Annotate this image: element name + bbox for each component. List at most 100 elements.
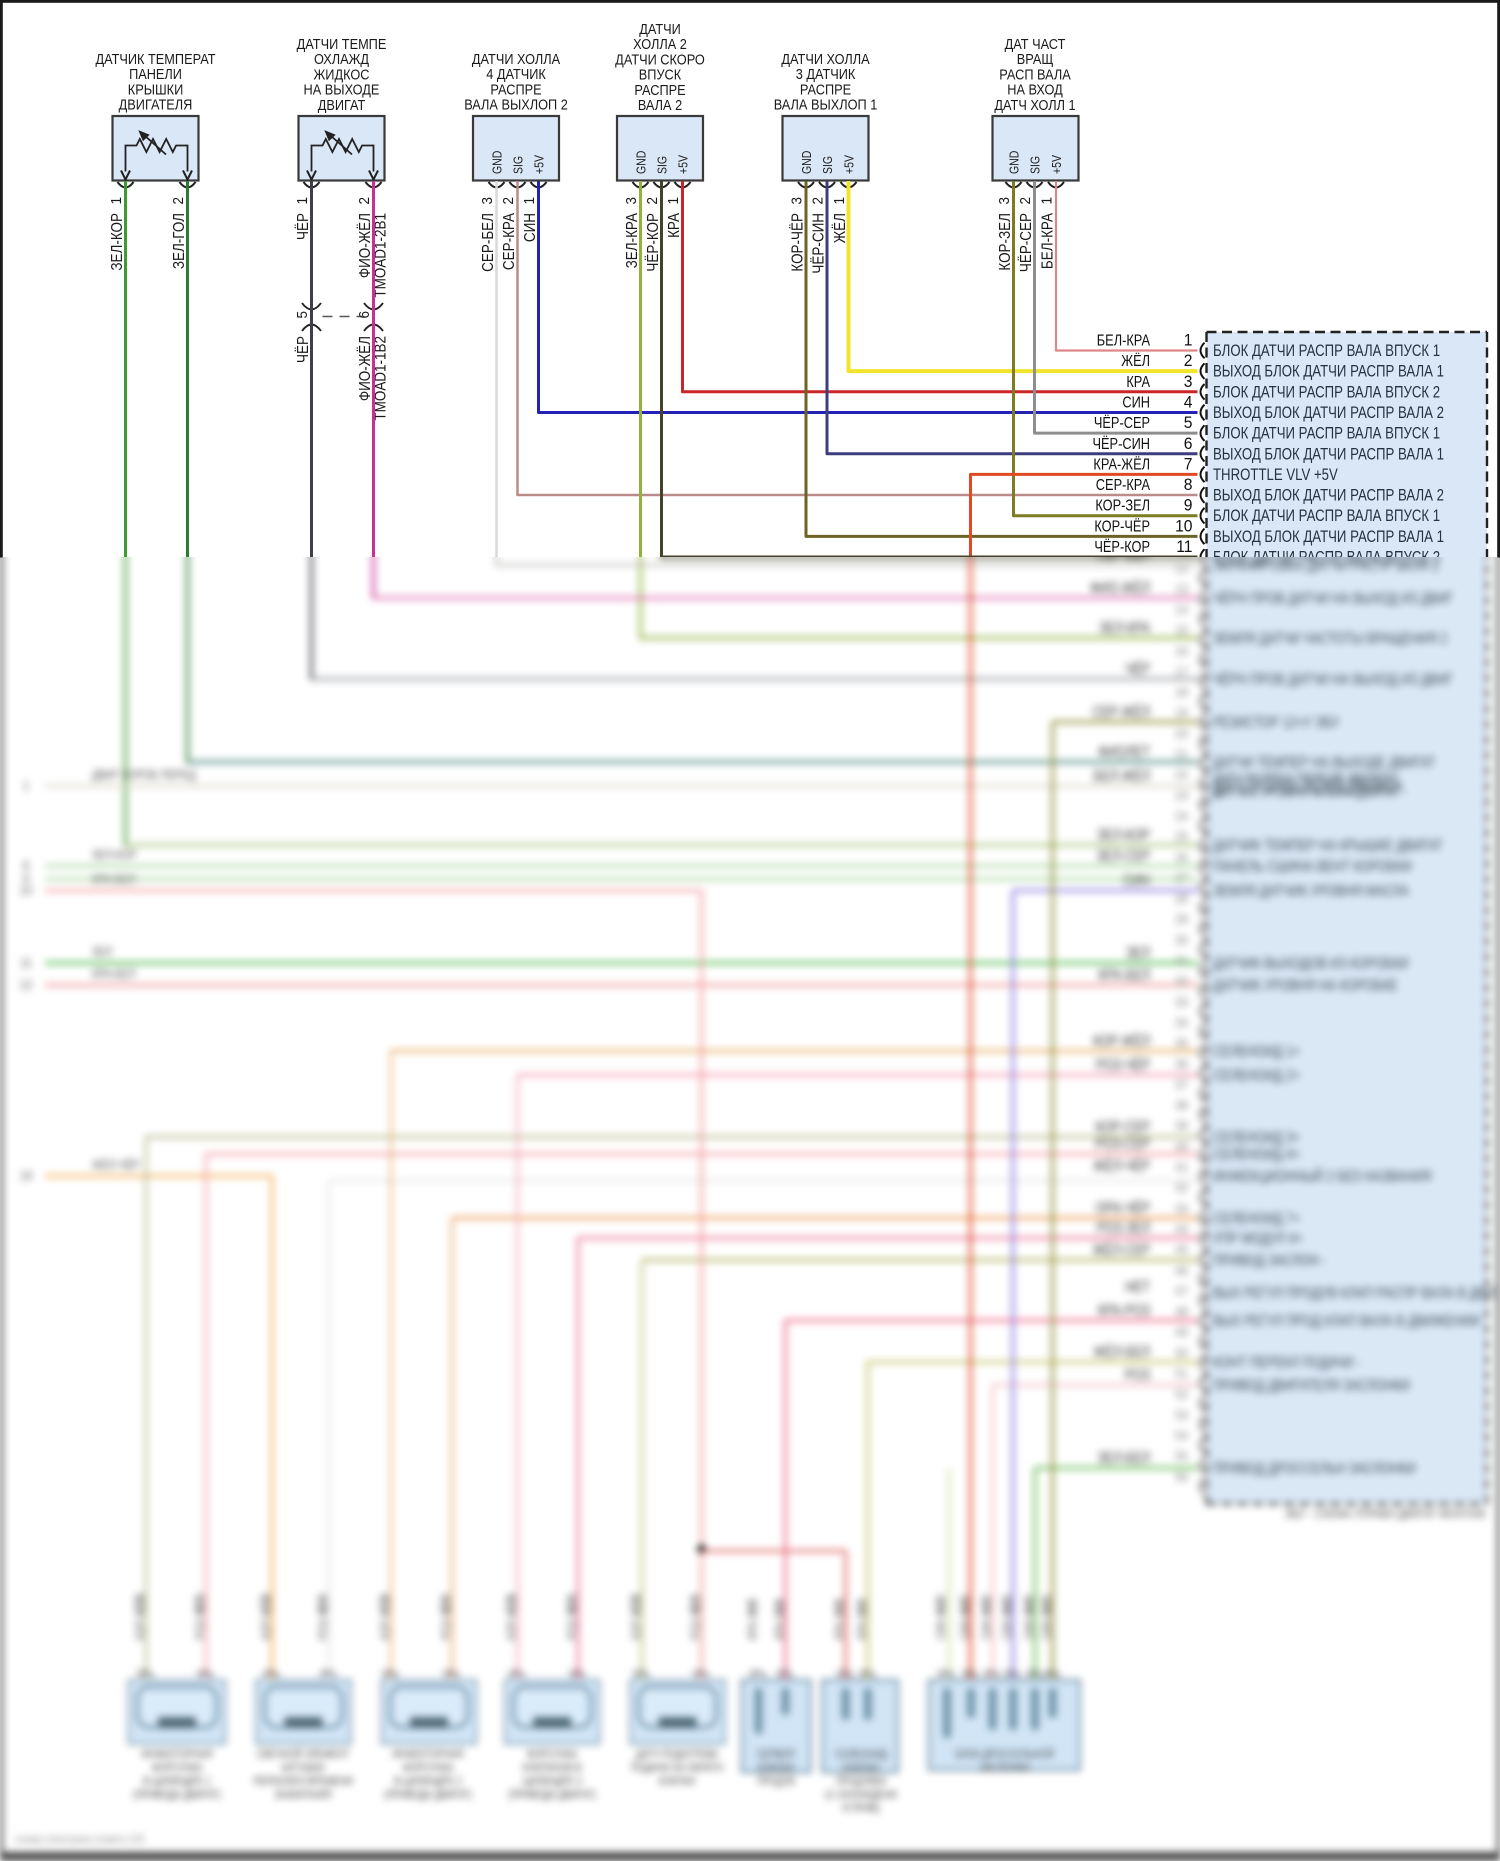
svg-text:7: 7 <box>1184 455 1193 473</box>
svg-text:ОХЛАЖД: ОХЛАЖД <box>314 51 369 67</box>
svg-text:0.5: 0.5 <box>935 1599 948 1612</box>
svg-text:КОР-ЖЁЛ: КОР-ЖЁЛ <box>630 1596 643 1640</box>
svg-text:ЖЁЛ-БЕЛ: ЖЁЛ-БЕЛ <box>1094 1343 1150 1361</box>
svg-text:ФОРСУНКА: ФОРСУНКА <box>527 1749 578 1761</box>
svg-text:11: 11 <box>20 955 32 970</box>
svg-text:53: 53 <box>1175 1408 1188 1423</box>
svg-text:38: 38 <box>1175 1098 1188 1113</box>
svg-text:1: 1 <box>506 1669 518 1675</box>
svg-text:КОР-ЧЁР: КОР-ЧЁР <box>1094 517 1150 536</box>
svg-text:2: 2 <box>1017 197 1034 205</box>
svg-text:КЛАПАНОВ В: КЛАПАНОВ В <box>523 1763 582 1775</box>
svg-text:ПРИВОД ДВИГАТЕЛЯ ЗАСЛОНКИ: ПРИВОД ДВИГАТЕЛЯ ЗАСЛОНКИ <box>1213 1376 1410 1394</box>
svg-text:ХОЛЛА 2: ХОЛЛА 2 <box>633 36 687 52</box>
svg-text:ЖЁЛ-ЧЁР: ЖЁЛ-ЧЁР <box>1093 1157 1150 1175</box>
svg-text:1: 1 <box>936 1669 948 1675</box>
svg-text:СЕР-БЕЛ: СЕР-БЕЛ <box>1096 557 1150 563</box>
svg-text:ПАНЕЛИ: ПАНЕЛИ <box>129 66 182 82</box>
svg-text:26: 26 <box>1175 850 1188 865</box>
svg-text:54: 54 <box>1175 1428 1188 1443</box>
svg-text:КРА-БЕЛ: КРА-БЕЛ <box>1098 966 1150 984</box>
svg-text:ВЫХОД БЛОК ДАТЧИ РАСПР ВАЛА 2: ВЫХОД БЛОК ДАТЧИ РАСПР ВАЛА 2 <box>1213 404 1444 423</box>
svg-text:0.35: 0.35 <box>440 1593 453 1612</box>
svg-text:37: 37 <box>1175 1077 1188 1092</box>
svg-text:ЖИДКОС: ЖИДКОС <box>314 67 370 83</box>
svg-text:5: 5 <box>1184 414 1193 432</box>
svg-text:2: 2 <box>644 197 661 205</box>
svg-text:СИН-ФИО: СИН-ФИО <box>1041 1594 1054 1640</box>
svg-text:КОНТ ПЕРЕКЛ ПОДАЧИ -: КОНТ ПЕРЕКЛ ПОДАЧИ - <box>1213 1353 1361 1371</box>
svg-text:СЕР-КРА: СЕР-КРА <box>501 213 518 270</box>
svg-text:ЭБУ - СХЕМА УПРАВЛ ДВИГАТ МОНТ: ЭБУ - СХЕМА УПРАВЛ ДВИГАТ МОНТАЖ <box>1285 1507 1487 1521</box>
svg-text:СЕР-КРА: СЕР-КРА <box>1096 477 1150 495</box>
svg-text:РОЗ-ЗЕЛ: РОЗ-ЗЕЛ <box>1097 1219 1150 1237</box>
svg-text:ДАТЧИ ХОЛЛА: ДАТЧИ ХОЛЛА <box>781 51 870 67</box>
svg-text:0.35: 0.35 <box>506 1593 519 1612</box>
svg-text:28: 28 <box>1175 891 1188 906</box>
svg-text:48: 48 <box>1175 1304 1188 1319</box>
svg-text:12: 12 <box>20 977 33 992</box>
svg-text:БЛОК ДАТЧИ РАСПР ВАЛА ВПУСК 1: БЛОК ДАТЧИ РАСПР ВАЛА ВПУСК 1 <box>1213 424 1440 443</box>
svg-text:КРА-РОЗ: КРА-РОЗ <box>1098 1301 1150 1319</box>
svg-text:ЭКРАНИРОВКА ДАТЧИ РАСПР ВАЛА 2: ЭКРАНИРОВКА ДАТЧИ РАСПР ВАЛА 2 <box>1213 557 1439 574</box>
svg-text:ВЫХ РЕГУЛ ПРОДУВ КЛАП РАСПР ВА: ВЫХ РЕГУЛ ПРОДУВ КЛАП РАСПР ВАЛА В ДВИЖЕ… <box>1213 1284 1500 1302</box>
svg-text:10: 10 <box>1175 517 1192 535</box>
svg-text:ЧЁР-СЕР: ЧЁР-СЕР <box>1017 213 1035 272</box>
svg-text:ЗАСЛОНКИ: ЗАСЛОНКИ <box>980 1763 1030 1775</box>
svg-text:ФОРСУНКА: ФОРСУНКА <box>403 1763 454 1775</box>
svg-text:ДВИГАТ: ДВИГАТ <box>318 97 366 113</box>
svg-text:0.35: 0.35 <box>566 1593 579 1612</box>
svg-text:ФИО-ЖЁЛ: ФИО-ЖЁЛ <box>356 213 374 278</box>
svg-text:+5V: +5V <box>533 155 547 174</box>
svg-text:1: 1 <box>1024 1669 1036 1675</box>
svg-text:ЧЁРН ПРОВ ДАТЧИ НА ВЫХОД ИЗ ДВ: ЧЁРН ПРОВ ДАТЧИ НА ВЫХОД ИЗ ДВИГ <box>1213 589 1454 607</box>
svg-text:ДАТЧИК УРОВНЯ НА КОРОБКЕ: ДАТЧИК УРОВНЯ НА КОРОБКЕ <box>1213 976 1398 994</box>
svg-text:0.5: 0.5 <box>959 1599 972 1612</box>
svg-text:СИН: СИН <box>1123 871 1150 889</box>
svg-text:0.5: 0.5 <box>981 1599 994 1612</box>
svg-text:(ПРИВОДА ДВИГАТ): (ПРИВОДА ДВИГАТ) <box>508 1790 596 1802</box>
svg-text:THROTTLE VLV +5V: THROTTLE VLV +5V <box>1213 466 1338 485</box>
svg-text:ЗЕЛ-КОР: ЗЕЛ-КОР <box>92 848 137 862</box>
svg-text:SIG: SIG <box>656 156 670 174</box>
svg-text:В ЦИЛИНДРЕ 1: В ЦИЛИНДРЕ 1 <box>143 1776 211 1788</box>
svg-text:11: 11 <box>1176 538 1192 556</box>
svg-text:1: 1 <box>261 1669 273 1675</box>
svg-text:КОР-ЗЕЛ: КОР-ЗЕЛ <box>1095 497 1150 515</box>
svg-text:42: 42 <box>1175 1181 1188 1196</box>
svg-text:ЗЕЛ-КОР: ЗЕЛ-КОР <box>109 213 126 271</box>
svg-text:39: 39 <box>1175 1119 1188 1134</box>
svg-text:СЕЛЕНОИД 2+: СЕЛЕНОИД 2+ <box>1213 1066 1300 1084</box>
svg-text:ЗЕЛ-КРА: ЗЕЛ-КРА <box>624 213 641 269</box>
svg-text:GND: GND <box>800 151 814 174</box>
svg-text:СЕРВОП: СЕРВОП <box>757 1749 795 1761</box>
svg-text:ЗЕЛ: ЗЕЛ <box>92 945 112 959</box>
svg-text:СОЛЕНОИД: СОЛЕНОИД <box>835 1749 887 1761</box>
svg-text:10: 10 <box>20 883 33 898</box>
svg-text:1: 1 <box>631 1669 643 1675</box>
svg-text:1: 1 <box>1039 197 1056 205</box>
svg-text:ДВИГАТЕЛЯ: ДВИГАТЕЛЯ <box>119 97 193 113</box>
svg-text:ФОРСУНКА: ФОРСУНКА <box>152 1763 203 1775</box>
svg-text:ОРА-ЧЁР: ОРА-ЧЁР <box>1096 1199 1150 1217</box>
svg-text:БЕЛ-ЖЁЛ: БЕЛ-ЖЁЛ <box>1094 767 1150 785</box>
svg-text:46: 46 <box>1175 1263 1188 1278</box>
svg-text:РАСПРЕ: РАСПРЕ <box>634 82 685 98</box>
svg-text:1: 1 <box>318 1669 330 1675</box>
svg-text:РОЗ-СЕР: РОЗ-СЕР <box>1095 1135 1150 1153</box>
svg-text:1: 1 <box>747 1669 759 1675</box>
svg-text:ЗЕЛ: ЗЕЛ <box>1126 944 1150 962</box>
svg-text:БЛОК ДАТЧИ РАСПР ВАЛА ВПУСК 2: БЛОК ДАТЧИ РАСПР ВАЛА ВПУСК 2 <box>1213 557 1440 567</box>
svg-text:4: 4 <box>1184 393 1193 411</box>
svg-text:СЕЛЕНОИД 1+: СЕЛЕНОИД 1+ <box>1213 1042 1300 1060</box>
svg-text:НЕТ: НЕТ <box>1125 1278 1150 1296</box>
svg-text:РОЗ-ЧЁР: РОЗ-ЧЁР <box>1096 1056 1150 1074</box>
svg-text:БЕЛ-КРА: БЕЛ-КРА <box>1040 213 1057 269</box>
svg-text:3: 3 <box>996 197 1013 205</box>
svg-text:40: 40 <box>1175 1139 1188 1154</box>
svg-text:ЗАЖИГАНИЯ: ЗАЖИГАНИЯ <box>274 1790 331 1802</box>
svg-text:21: 21 <box>1175 747 1188 762</box>
svg-text:19: 19 <box>1175 706 1188 721</box>
svg-text:3: 3 <box>623 197 640 205</box>
svg-text:ЧЁР-КОР: ЧЁР-КОР <box>1094 538 1150 557</box>
